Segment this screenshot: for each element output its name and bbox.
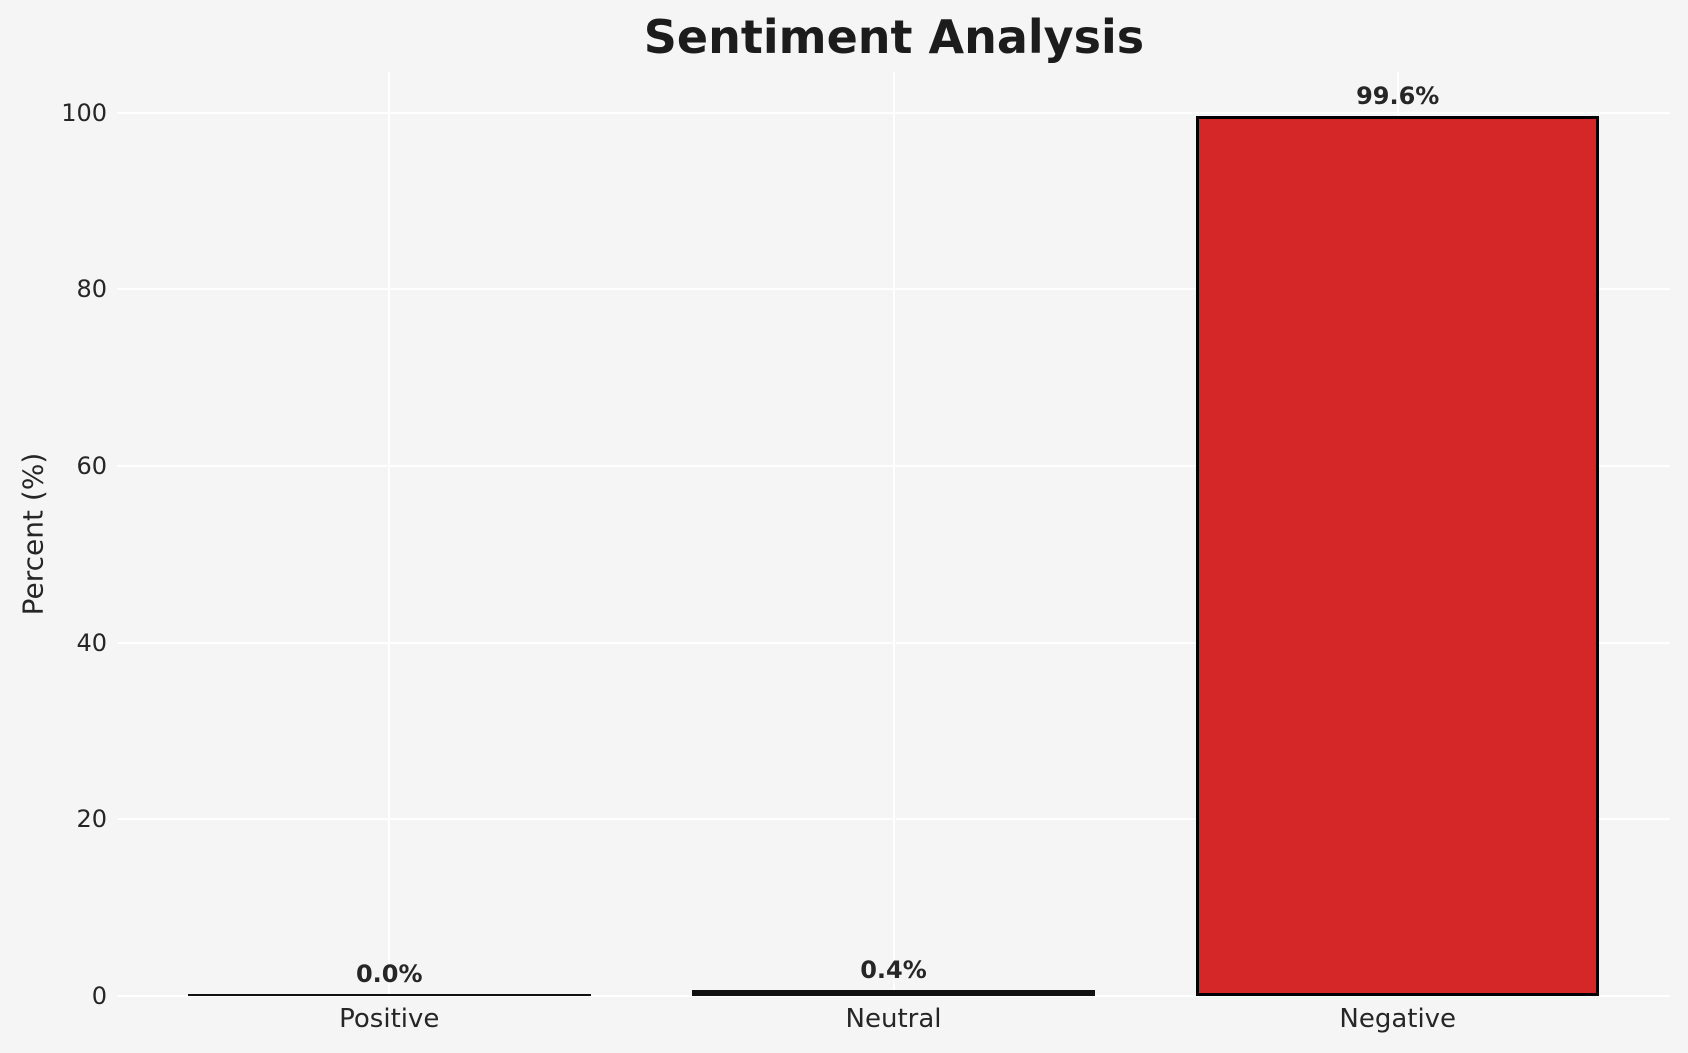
y-tick-label-0: 0	[91, 982, 107, 1010]
x-gridline-neutral	[892, 72, 895, 996]
chart-title: Sentiment Analysis	[643, 10, 1145, 64]
y-tick-label-80: 80	[76, 275, 107, 304]
y-tick-label-40: 40	[76, 628, 107, 657]
value-label-negative: 99.6%	[1356, 82, 1440, 110]
plot-area	[117, 72, 1670, 997]
value-label-neutral: 0.4%	[860, 956, 927, 984]
y-tick-label-20: 20	[76, 805, 107, 834]
bar-negative	[1196, 116, 1600, 996]
y-tick-label-60: 60	[76, 451, 107, 480]
x-gridline-positive	[388, 72, 391, 996]
y-axis-label: Percent (%)	[16, 452, 50, 616]
bar-neutral	[691, 990, 1096, 996]
y-tick-label-100: 100	[61, 98, 107, 127]
x-tick-label-neutral: Neutral	[845, 1004, 942, 1034]
x-tick-label-negative: Negative	[1339, 1004, 1457, 1034]
x-tick-label-positive: Positive	[339, 1004, 440, 1034]
y-gridline-0	[117, 995, 1670, 997]
value-label-positive: 0.0%	[355, 960, 423, 988]
bar-positive	[187, 994, 591, 996]
